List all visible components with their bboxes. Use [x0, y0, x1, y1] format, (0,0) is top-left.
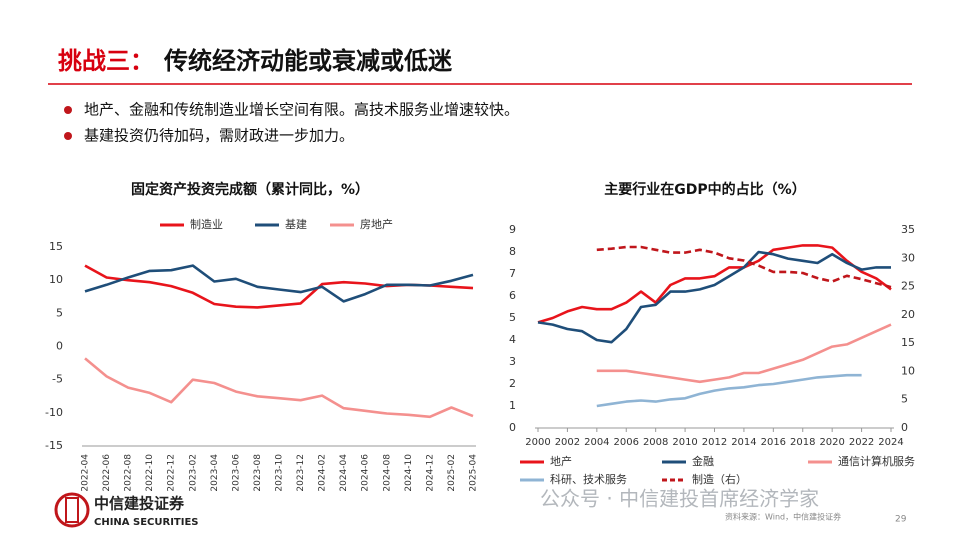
x-tick-label: 2024-12 [425, 454, 435, 492]
y-tick-label: 0 [56, 340, 63, 353]
chart-title: 主要行业在GDP中的占比（%） [604, 181, 805, 198]
x-tick-label: 2014 [731, 437, 756, 448]
legend-label: 科研、技术服务 [550, 472, 627, 486]
y-tick-label: 5 [56, 306, 63, 319]
legend-label: 通信计算机服务 [838, 454, 915, 468]
x-tick-label: 2022-06 [102, 454, 112, 492]
x-tick-label: 2010 [672, 437, 697, 448]
x-tick-label: 2022-04 [81, 454, 91, 492]
y2-tick-label: 20 [901, 308, 915, 321]
y2-tick-label: 10 [901, 364, 915, 377]
bullet-dot [64, 106, 72, 114]
x-tick-label: 2020 [819, 437, 844, 448]
bullet: 基建投资仍待加码，需财政进一步加力。 [84, 127, 354, 145]
x-tick-label: 2024-06 [361, 454, 371, 492]
logo-text: 中信建投证券 [94, 495, 185, 513]
y-tick-label: 8 [509, 245, 516, 258]
series-line [537, 250, 891, 344]
y2-tick-label: 30 [901, 251, 915, 264]
y-tick-label: -10 [45, 406, 63, 419]
x-tick-label: 2024-02 [318, 454, 328, 492]
x-tick-label: 2022-12 [167, 454, 177, 492]
x-tick-label: 2023-06 [231, 454, 241, 492]
y-tick-label: 2 [509, 377, 516, 390]
x-tick-label: 2012 [702, 437, 727, 448]
x-tick-label: 2024-10 [404, 454, 414, 492]
x-tick-label: 2004 [584, 437, 609, 448]
x-tick-label: 2018 [790, 437, 815, 448]
page-number: 29 [895, 515, 907, 525]
y2-tick-label: 35 [901, 223, 915, 236]
x-tick-label: 2008 [643, 437, 668, 448]
x-tick-label: 2023-02 [188, 454, 198, 492]
x-tick-label: 2022-08 [124, 454, 134, 492]
series-line [596, 245, 892, 289]
series-line [596, 373, 862, 408]
logo-icon [65, 497, 79, 523]
bullet-dot [64, 132, 72, 140]
x-tick-label: 2022 [849, 437, 874, 448]
y-tick-label: 3 [509, 355, 516, 368]
legend-label: 基建 [285, 217, 307, 231]
y-tick-label: 6 [509, 289, 516, 302]
source: 资料来源：Wind，中信建投证券 [725, 512, 841, 522]
y2-tick-label: 25 [901, 280, 915, 293]
y2-tick-label: 0 [901, 421, 908, 434]
x-tick-label: 2006 [614, 437, 639, 448]
x-tick-label: 2024-04 [339, 454, 349, 492]
logo-en: CHINA SECURITIES [94, 517, 199, 528]
x-tick-label: 2022-10 [145, 454, 155, 492]
chart-title: 固定资产投资完成额（累计同比，%） [131, 181, 369, 198]
y2-tick-label: 5 [901, 393, 908, 406]
x-tick-label: 2024-08 [382, 454, 392, 492]
x-tick-label: 2023-10 [275, 454, 285, 492]
x-tick-label: 2016 [761, 437, 786, 448]
y-tick-label: 1 [509, 399, 516, 412]
legend-label: 制造业 [190, 217, 223, 231]
series-line [596, 323, 892, 384]
y2-tick-label: 15 [901, 336, 915, 349]
series-line [537, 244, 892, 324]
y-tick-label: -5 [52, 373, 63, 386]
logo-icon [54, 492, 90, 528]
y-tick-label: 9 [509, 223, 516, 236]
legend-label: 房地产 [360, 217, 393, 231]
y-tick-label: 5 [509, 311, 516, 324]
series-line [84, 264, 474, 303]
series-line [84, 357, 474, 419]
y-tick-label: 15 [49, 240, 63, 253]
y-tick-label: 4 [509, 333, 516, 346]
title-highlight: 挑战三： [58, 47, 154, 75]
y-tick-label: 7 [509, 267, 516, 280]
x-tick-label: 2025-04 [469, 454, 479, 492]
x-tick-label: 2025-02 [447, 454, 457, 492]
y-tick-label: -15 [45, 439, 63, 452]
y-tick-label: 0 [509, 421, 516, 434]
watermark: 公众号 · 中信建投首席经济学家 [540, 487, 819, 511]
x-tick-label: 2023-08 [253, 454, 263, 492]
x-tick-label: 2000 [525, 437, 550, 448]
bullet: 地产、金融和传统制造业增长空间有限。高技术服务业增速较快。 [84, 101, 519, 119]
x-tick-label: 2002 [555, 437, 580, 448]
legend-label: 地产 [550, 454, 572, 468]
x-tick-label: 2023-12 [296, 454, 306, 492]
y-tick-label: 10 [49, 273, 63, 286]
title: 传统经济动能或衰减或低迷 [163, 47, 453, 75]
x-tick-label: 2023-04 [210, 454, 220, 492]
legend-label: 金融 [692, 454, 714, 468]
legend-label: 制造（右） [692, 472, 747, 486]
x-tick-label: 2024 [878, 437, 903, 448]
